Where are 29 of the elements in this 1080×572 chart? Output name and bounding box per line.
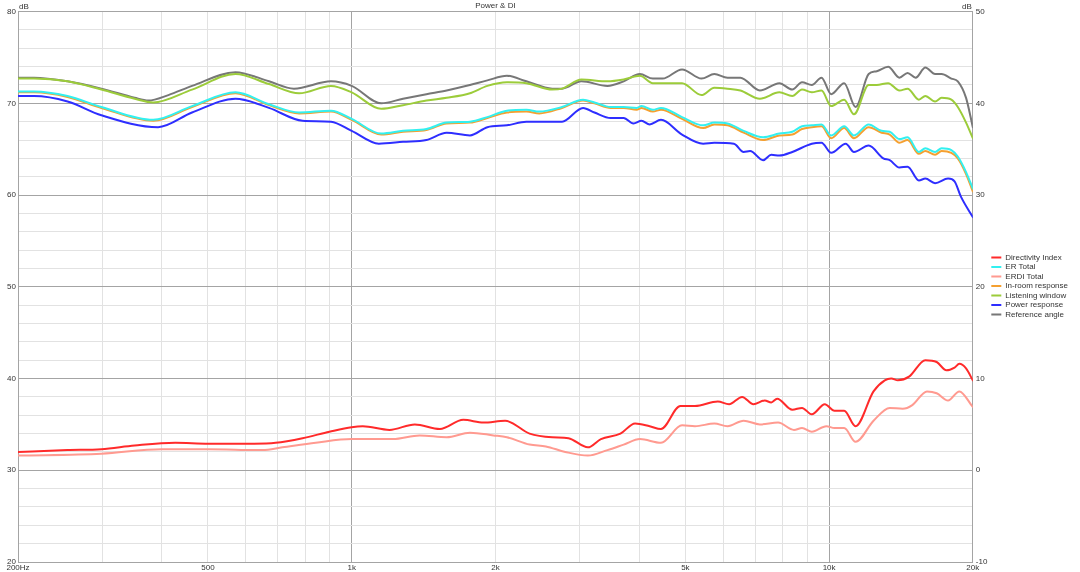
y2-tick-label: 0 — [975, 465, 981, 475]
y2-tick-label: 30 — [975, 190, 986, 200]
x-tick-label: 2k — [491, 563, 501, 572]
legend-label: Reference angle — [1005, 309, 1065, 319]
legend-label: ER Total — [1005, 262, 1036, 272]
x-tick-label: 10k — [822, 563, 837, 572]
chart-title: Power & DI — [475, 1, 516, 10]
y-tick-label: 40 — [7, 373, 17, 383]
y-tick-label: 60 — [7, 190, 17, 200]
x-tick-label: 500 — [201, 563, 216, 572]
legend-label: Directivity Index — [1005, 252, 1062, 262]
y-axis-title: dB — [19, 2, 29, 12]
y2-tick-label: 10 — [975, 373, 986, 383]
x-tick-label: 5k — [681, 563, 691, 572]
y-tick-label: 80 — [7, 6, 17, 16]
x-tick-label: 20k — [966, 563, 981, 572]
y2-tick-label: 50 — [975, 6, 986, 16]
y2-tick-label: 40 — [975, 98, 986, 108]
y2-axis-title: dB — [962, 2, 972, 12]
legend-label: Listening window — [1005, 290, 1067, 300]
legend-label: Power response — [1005, 300, 1064, 310]
x-tick-label: 200Hz — [6, 563, 30, 572]
y2-tick-label: 20 — [975, 282, 986, 291]
y-tick-label: 50 — [7, 282, 17, 291]
legend-label: ERDI Total — [1005, 271, 1044, 281]
y-tick-label: 30 — [7, 465, 17, 475]
x-tick-label: 1k — [347, 563, 357, 572]
legend-label: In-room response — [1005, 281, 1069, 291]
y-tick-label: 70 — [7, 98, 17, 108]
